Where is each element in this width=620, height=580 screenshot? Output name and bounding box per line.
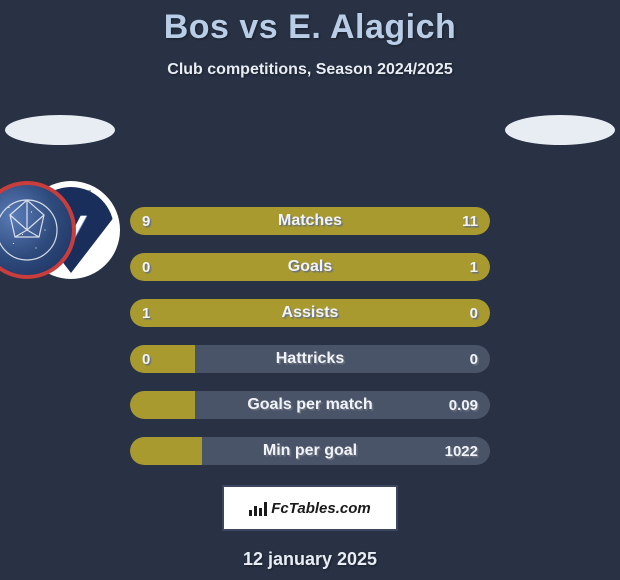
ellipse-right: [505, 115, 615, 145]
stat-value-left: 0: [142, 345, 150, 373]
brand-text: FcTables.com: [271, 500, 370, 517]
stat-bar: Hattricks0 0: [130, 345, 490, 373]
stat-label: Goals per match: [130, 391, 490, 419]
stat-bar: Goals per match0.09: [130, 391, 490, 419]
stat-label: Min per goal: [130, 437, 490, 465]
stat-bar: Min per goal1022: [130, 437, 490, 465]
stat-value-right: 0: [470, 299, 478, 327]
ellipse-left: [5, 115, 115, 145]
stat-value-right: 0: [470, 345, 478, 373]
stat-label: Goals: [130, 253, 490, 281]
team-logo-right: [0, 181, 76, 279]
comparison-panel: MELBOURNEVICTORY Matches911Goals01Assist…: [0, 109, 620, 570]
soccer-ball-icon: [0, 185, 72, 275]
stat-value-left: 1: [142, 299, 150, 327]
chart-icon: [249, 500, 267, 516]
stat-label: Hattricks: [130, 345, 490, 373]
stat-bar: Assists1 0: [130, 299, 490, 327]
stat-bar: Matches9 11: [130, 207, 490, 235]
stat-value-right: 1: [470, 253, 478, 281]
date-label: 12 january 2025: [0, 549, 620, 570]
page-title: Bos vs E. Alagich: [0, 0, 620, 47]
stat-value-left: 0: [142, 253, 150, 281]
stat-label: Assists: [130, 299, 490, 327]
subtitle: Club competitions, Season 2024/2025: [0, 61, 620, 79]
stat-value-left: 9: [142, 207, 150, 235]
stat-value-right: 1022: [445, 437, 478, 465]
stats-bars: Matches911Goals01Assists10Hattricks00Goa…: [130, 207, 490, 465]
stat-value-right: 0.09: [449, 391, 478, 419]
stat-value-right: 11: [462, 207, 478, 235]
stat-bar: Goals0 1: [130, 253, 490, 281]
stat-label: Matches: [130, 207, 490, 235]
brand-badge: FcTables.com: [222, 485, 398, 531]
